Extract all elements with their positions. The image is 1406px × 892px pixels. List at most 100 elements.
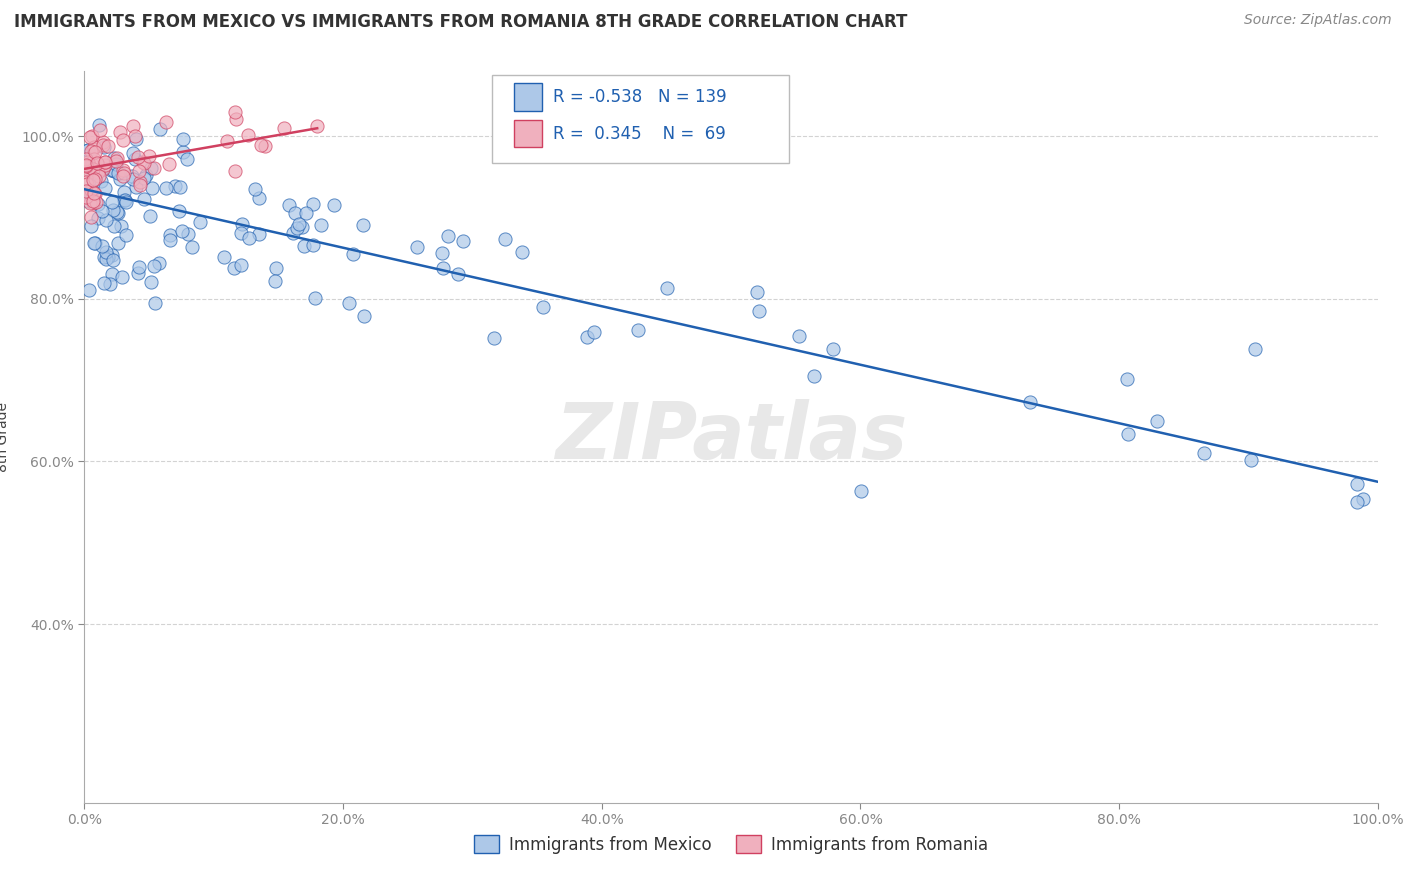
Point <box>101 162 124 177</box>
Point <box>79 196 101 211</box>
Point <box>77 163 100 178</box>
Point <box>75 184 97 198</box>
Point <box>93 250 115 264</box>
Point <box>75 175 97 189</box>
Point <box>353 309 375 323</box>
Point <box>83 172 105 186</box>
Text: Source: ZipAtlas.com: Source: ZipAtlas.com <box>1244 13 1392 28</box>
Point <box>127 266 149 280</box>
Point <box>98 277 121 291</box>
Point <box>83 236 105 251</box>
Point <box>494 232 516 246</box>
Point <box>337 295 360 310</box>
Point <box>108 166 131 180</box>
Point <box>101 195 124 210</box>
Point <box>250 137 273 152</box>
Point <box>177 227 200 242</box>
Point <box>159 228 181 243</box>
Point <box>222 261 245 276</box>
Point <box>115 227 138 242</box>
Point <box>129 178 152 192</box>
Point <box>748 303 770 318</box>
Point <box>212 250 235 264</box>
Point <box>93 277 115 291</box>
Point <box>803 369 825 384</box>
Point <box>125 180 148 194</box>
Text: R =  0.345    N =  69: R = 0.345 N = 69 <box>553 125 725 143</box>
Point <box>142 161 165 175</box>
Point <box>128 163 150 178</box>
Point <box>82 162 104 177</box>
Point <box>112 166 135 180</box>
Point <box>188 215 211 229</box>
Point <box>101 267 124 281</box>
Point <box>87 165 110 179</box>
Point <box>169 180 191 194</box>
Point <box>91 203 114 218</box>
Point <box>657 281 679 295</box>
Point <box>157 157 180 171</box>
Point <box>110 219 132 233</box>
Point <box>83 186 105 201</box>
Legend: Immigrants from Mexico, Immigrants from Romania: Immigrants from Mexico, Immigrants from … <box>467 829 995 860</box>
Point <box>148 256 170 270</box>
Point <box>352 218 374 232</box>
Point <box>76 166 98 180</box>
Point <box>224 164 246 178</box>
Point <box>94 155 117 169</box>
Point <box>82 196 104 211</box>
Point <box>94 244 117 259</box>
Point <box>1240 452 1263 467</box>
Point <box>249 191 271 205</box>
Point <box>107 235 129 250</box>
Point <box>84 145 107 160</box>
Point <box>89 119 111 133</box>
Point <box>304 292 326 306</box>
Point <box>75 158 97 172</box>
Point <box>281 226 304 240</box>
Point <box>132 192 155 206</box>
Point <box>131 155 153 169</box>
Point <box>583 325 606 339</box>
Point <box>75 152 97 166</box>
Point <box>1244 343 1267 357</box>
Point <box>745 285 768 299</box>
Point <box>87 211 110 226</box>
Point <box>105 157 128 171</box>
Point <box>294 206 316 220</box>
FancyBboxPatch shape <box>513 120 543 147</box>
Point <box>149 121 172 136</box>
Point <box>75 159 97 173</box>
Point <box>93 138 115 153</box>
Point <box>155 114 177 128</box>
Point <box>79 183 101 197</box>
Point <box>167 203 190 218</box>
Point <box>1351 491 1374 506</box>
Point <box>80 186 103 201</box>
Point <box>247 227 270 241</box>
Point <box>576 330 599 344</box>
Point <box>531 301 554 315</box>
Point <box>83 186 105 200</box>
Point <box>851 483 873 498</box>
Point <box>1194 446 1216 460</box>
Point <box>105 205 128 219</box>
Point <box>79 130 101 145</box>
Point <box>104 154 127 169</box>
Point <box>451 234 474 248</box>
Point <box>288 217 311 231</box>
Point <box>91 161 114 176</box>
Point <box>94 154 117 169</box>
Point <box>229 226 252 240</box>
Point <box>94 158 117 172</box>
Point <box>1019 395 1042 409</box>
Point <box>627 323 650 337</box>
Point <box>132 156 155 170</box>
FancyBboxPatch shape <box>492 75 789 163</box>
Point <box>108 125 131 139</box>
Point <box>1346 494 1368 508</box>
Point <box>132 171 155 186</box>
Point <box>83 153 105 167</box>
Point <box>437 229 460 244</box>
Point <box>163 178 186 193</box>
